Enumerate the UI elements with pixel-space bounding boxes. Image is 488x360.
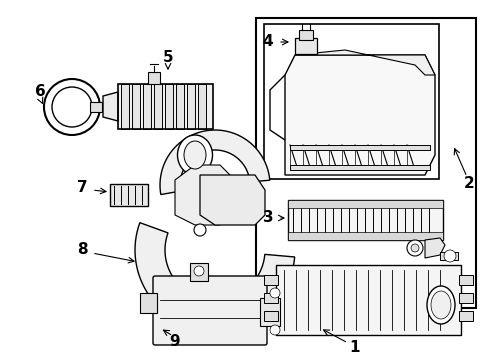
Text: 6: 6 [35,85,45,99]
Bar [140,293,157,313]
Bar [264,293,278,303]
Bar [186,84,195,129]
Bar [289,165,429,170]
Ellipse shape [177,135,212,175]
Text: 4: 4 [262,35,273,49]
FancyBboxPatch shape [153,276,266,345]
Circle shape [406,240,422,256]
Polygon shape [103,92,118,121]
Bar [264,311,278,321]
Text: 3: 3 [262,211,273,225]
Polygon shape [135,222,294,330]
Polygon shape [175,165,235,225]
Bar [110,184,148,206]
Circle shape [194,224,205,236]
Bar [142,84,151,129]
Ellipse shape [430,291,450,319]
Circle shape [443,250,455,262]
Bar [458,275,472,285]
Bar [154,84,162,129]
Bar [458,311,472,321]
Circle shape [52,87,92,127]
Text: 5: 5 [163,50,173,66]
Circle shape [44,79,100,135]
Bar [264,24,438,179]
Bar [118,84,213,129]
Ellipse shape [183,141,205,169]
Bar [275,265,460,335]
Bar [294,38,316,54]
Bar [148,72,160,84]
Bar [260,298,280,326]
Ellipse shape [426,286,454,324]
Polygon shape [285,55,434,175]
Bar [90,102,102,112]
Circle shape [194,266,203,276]
Bar [256,18,475,308]
Text: 9: 9 [169,334,180,350]
Bar [458,293,472,303]
Bar [439,252,457,260]
Circle shape [269,288,280,298]
Bar [190,263,207,281]
Polygon shape [160,130,269,194]
Text: 8: 8 [77,243,87,257]
Polygon shape [424,238,444,258]
Bar [287,200,442,240]
Bar [118,84,213,129]
Bar [121,84,129,129]
Circle shape [410,244,418,252]
Bar [287,232,442,240]
Polygon shape [200,175,264,225]
Text: 1: 1 [349,341,360,356]
Bar [198,84,205,129]
Text: 7: 7 [77,180,87,195]
Bar [289,145,429,150]
Bar [264,275,278,285]
Bar [132,84,140,129]
Bar [298,30,312,40]
Polygon shape [294,50,434,75]
Circle shape [269,325,280,335]
Text: 2: 2 [463,175,473,190]
Bar [164,84,173,129]
Bar [287,200,442,208]
Bar [176,84,183,129]
